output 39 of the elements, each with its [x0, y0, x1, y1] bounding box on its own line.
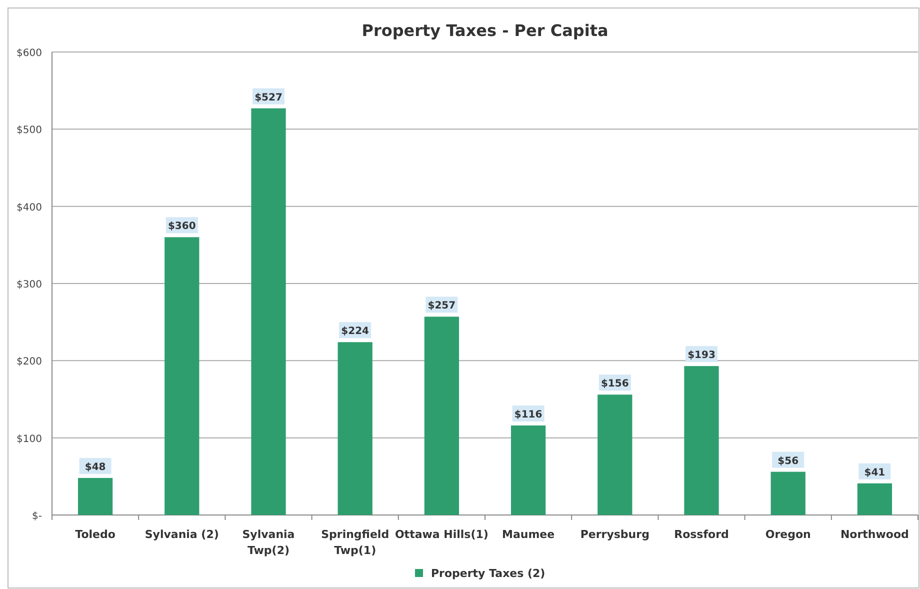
data-label: $48 [84, 462, 106, 473]
bar [251, 108, 286, 515]
x-tick-label: Ottawa Hills(1) [394, 528, 488, 541]
data-label: $193 [688, 350, 716, 362]
bar [770, 472, 806, 515]
data-label: $56 [778, 456, 799, 467]
y-tick-label: $500 [16, 125, 42, 136]
bar [598, 394, 632, 515]
bar [164, 237, 200, 515]
legend-label: Property Taxes (2) [431, 567, 546, 580]
bar [424, 316, 460, 515]
y-tick-label: $200 [16, 356, 42, 368]
data-label: $360 [168, 221, 196, 232]
y-tick-label: $300 [16, 280, 42, 290]
x-tick-label: Toledo [75, 528, 116, 541]
y-tick-label: $600 [16, 48, 42, 59]
y-tick-label: $100 [16, 434, 42, 445]
x-tick-label: Sylvania Twp(2) [242, 528, 295, 557]
bar [510, 425, 546, 515]
bar [684, 366, 719, 515]
data-label: $224 [341, 326, 370, 338]
data-label: $41 [864, 467, 886, 478]
data-label: $527 [254, 92, 282, 104]
data-label: $257 [428, 300, 456, 312]
x-tick-label: Springfield Twp(1) [321, 528, 390, 557]
chart-title: Property Taxes - Per Capita [362, 21, 608, 40]
bar [857, 483, 892, 515]
bar [78, 478, 113, 515]
x-tick-label: Rossford [674, 528, 729, 541]
x-tick-label: Oregon [765, 528, 811, 541]
data-label: $116 [514, 409, 542, 420]
x-tick-label: Perrysburg [580, 528, 650, 541]
x-tick-label: Maumee [502, 528, 555, 541]
x-tick-label: Sylvania (2) [144, 528, 219, 541]
data-label: $156 [600, 378, 629, 390]
x-tick-label: Northwood [840, 528, 909, 541]
y-tick-label: $400 [16, 202, 42, 214]
bar [338, 342, 372, 515]
y-tick-label: $- [32, 511, 42, 522]
